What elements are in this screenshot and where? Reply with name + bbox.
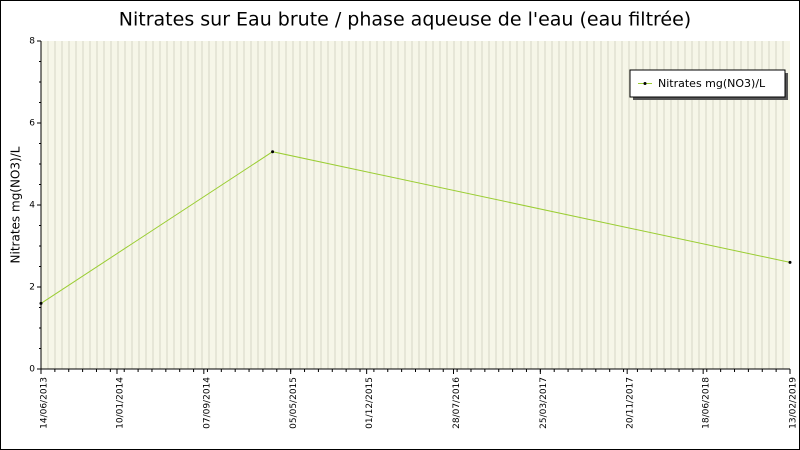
x-tick-label: 25/03/2017 (539, 377, 549, 429)
legend-label: Nitrates mg(NO3)/L (658, 77, 766, 90)
y-tick-label: 4 (29, 201, 35, 211)
y-tick-label: 0 (29, 365, 35, 375)
legend-box (629, 69, 786, 98)
chart-title: Nitrates sur Eau brute / phase aqueuse d… (119, 9, 691, 31)
y-axis-title: Nitrates mg(NO3)/L (9, 146, 23, 263)
x-tick-label: 10/01/2014 (115, 377, 125, 429)
x-tick-label: 28/07/2016 (452, 377, 462, 429)
data-point (39, 301, 43, 305)
data-point (271, 150, 275, 154)
y-tick-label: 6 (29, 119, 35, 129)
legend-marker (643, 82, 647, 85)
x-tick-label: 13/02/2019 (789, 377, 799, 429)
x-tick-label: 07/09/2014 (202, 377, 212, 429)
x-tick-label: 18/06/2018 (702, 377, 712, 429)
x-tick-label: 05/05/2015 (289, 377, 299, 429)
x-tick-label: 01/12/2015 (365, 377, 375, 429)
data-point (788, 260, 792, 264)
y-tick-label: 8 (29, 37, 35, 47)
x-tick-label: 20/11/2017 (626, 377, 636, 429)
y-tick-label: 2 (29, 283, 35, 293)
x-tick-label: 14/06/2013 (40, 377, 50, 429)
